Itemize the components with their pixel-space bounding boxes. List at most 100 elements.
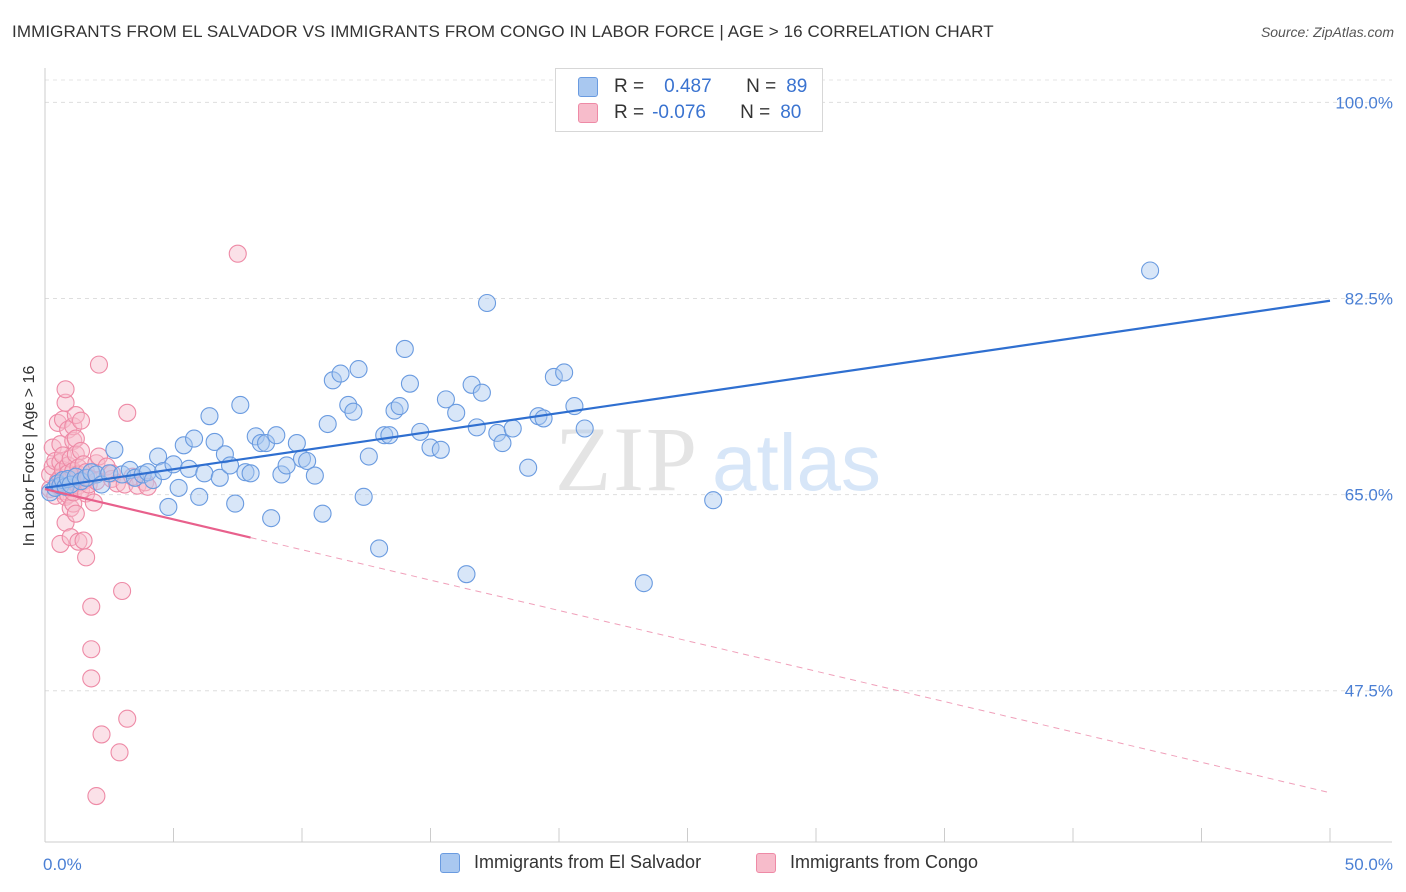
data-point [105, 440, 124, 459]
x-tick-label: 50.0% [1345, 855, 1393, 874]
data-point [503, 419, 522, 438]
legend-label-congo: Immigrants from Congo [790, 852, 979, 872]
y-tick-label: 100.0% [1335, 93, 1393, 112]
legend-n-value: 89 [786, 76, 808, 97]
data-point [298, 451, 317, 471]
y-tick-label: 65.0% [1345, 486, 1393, 505]
data-point [89, 447, 109, 466]
data-point [272, 465, 291, 484]
data-point [149, 447, 168, 466]
legend-n-label: N = [740, 102, 771, 123]
legend-n-value: 80 [780, 102, 802, 123]
data-point [305, 466, 324, 485]
data-point [71, 441, 91, 460]
legend-swatch-el-salvador [578, 77, 598, 97]
data-point [575, 419, 594, 438]
trend-line-congo [44, 487, 251, 539]
y-axis-label: In Labor Force | Age > 16 [21, 366, 38, 547]
legend-swatch-el-salvador [440, 852, 460, 873]
grid-lines [45, 79, 1392, 692]
data-point [634, 574, 653, 593]
data-point [48, 413, 67, 432]
data-point [534, 409, 553, 428]
data-point [71, 411, 91, 430]
zipatlas-watermark: ZIP atlas [555, 408, 881, 510]
data-point [51, 534, 70, 553]
source-label: Source: ZipAtlas.com [1260, 24, 1394, 40]
watermark-zip: ZIP [555, 408, 699, 510]
data-point [113, 581, 132, 601]
trend-line-congo-extension [250, 537, 1331, 794]
data-point [56, 393, 75, 412]
data-point [1141, 261, 1160, 280]
data-point [431, 440, 450, 459]
data-point [313, 504, 332, 523]
legend-swatch-congo [756, 852, 776, 873]
data-point [277, 456, 296, 475]
data-point [200, 407, 219, 426]
data-point [89, 355, 109, 374]
data-point [64, 431, 83, 450]
data-point [195, 464, 214, 483]
data-point [354, 487, 373, 506]
legend-r-value: -0.076 [652, 102, 706, 123]
legend-n-label: N = [746, 76, 777, 97]
data-point [159, 497, 178, 516]
data-point [318, 414, 337, 434]
x-tick-labels: 0.0% 50.0% [43, 855, 1393, 874]
data-point [226, 494, 245, 513]
data-point [82, 669, 101, 688]
y-tick-labels: 47.5% 65.0% 82.5% 100.0% [1335, 93, 1393, 700]
data-point [228, 244, 247, 263]
data-point [323, 371, 342, 390]
data-point [380, 426, 399, 445]
data-point [395, 339, 414, 358]
legend-r-label: R = [614, 76, 645, 97]
data-point [185, 429, 204, 448]
data-point [210, 468, 229, 487]
data-point [231, 395, 250, 415]
series-congo-points [41, 244, 247, 806]
data-point [251, 434, 270, 453]
legend-item-el-salvador: Immigrants from El Salvador [440, 852, 701, 873]
data-point [555, 363, 574, 382]
x-tick-label: 0.0% [43, 855, 82, 874]
data-point [205, 432, 224, 452]
watermark-atlas: atlas [712, 418, 881, 507]
data-point [77, 548, 96, 567]
data-point [241, 464, 260, 483]
data-point [190, 487, 209, 506]
legend-item-congo: Immigrants from Congo [756, 852, 978, 873]
data-point [66, 504, 85, 523]
data-point [467, 418, 486, 437]
data-point [87, 787, 106, 806]
data-point [331, 364, 350, 383]
trend-line-el-salvador [44, 299, 1331, 489]
data-point [704, 491, 723, 510]
y-tick-label: 82.5% [1345, 290, 1393, 309]
data-point [169, 478, 188, 497]
data-point [457, 565, 476, 584]
y-tick-label: 47.5% [1345, 682, 1393, 701]
series-el-salvador-points [41, 261, 1160, 593]
data-point [56, 380, 75, 399]
data-point [82, 640, 101, 659]
data-point [349, 360, 368, 379]
legend-swatch-congo [578, 103, 598, 123]
series-legend: Immigrants from El Salvador Immigrants f… [0, 852, 1406, 878]
data-point [92, 725, 111, 744]
data-point [287, 434, 306, 453]
data-point [262, 509, 281, 528]
data-point [74, 531, 93, 550]
data-point [359, 447, 378, 466]
legend-r-label: R = [614, 102, 645, 123]
data-point [472, 383, 491, 402]
data-point [66, 445, 85, 464]
data-point [107, 474, 127, 493]
data-point [118, 709, 137, 728]
data-point [436, 390, 455, 409]
data-point [400, 374, 419, 393]
data-point [56, 513, 75, 532]
data-point [447, 403, 466, 422]
